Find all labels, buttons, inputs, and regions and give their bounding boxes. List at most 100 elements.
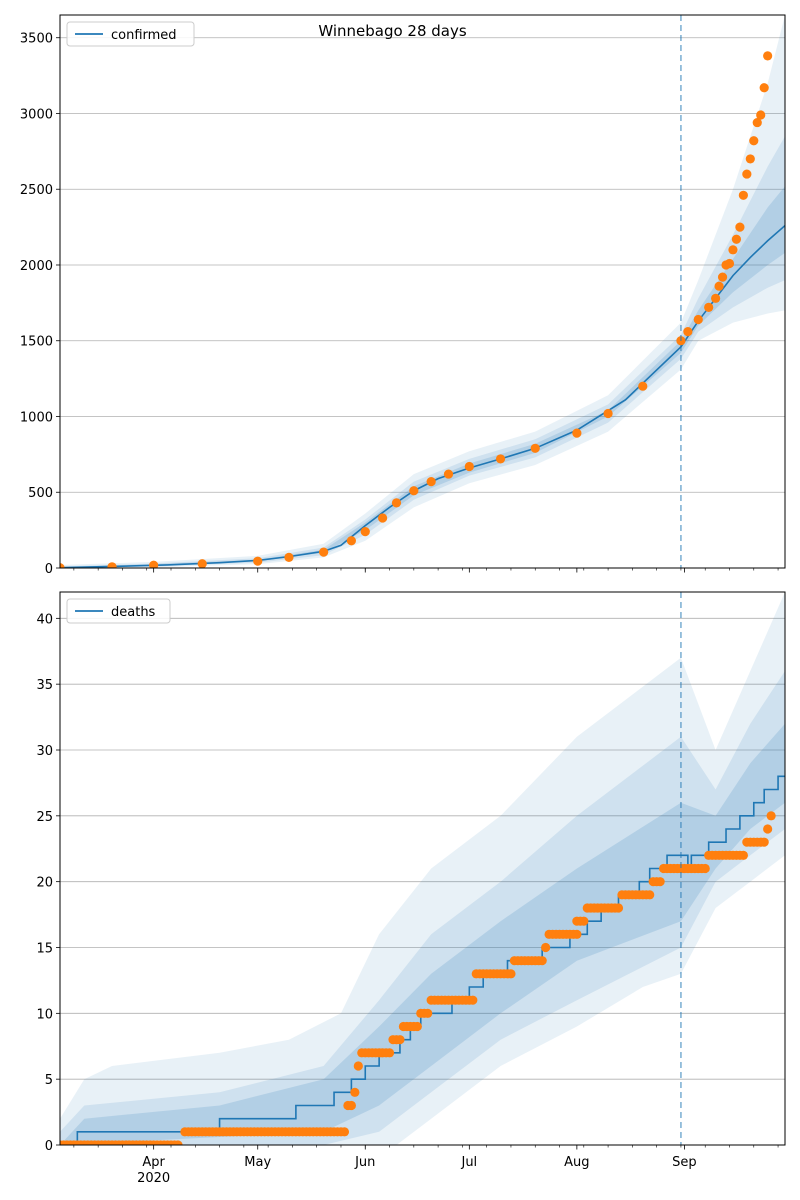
y-tick-label: 30 <box>36 744 53 759</box>
observed-point <box>724 258 735 269</box>
observed-point <box>537 956 547 966</box>
observed-point <box>572 428 582 438</box>
observed-point <box>738 190 748 200</box>
y-tick-label: 35 <box>36 678 53 693</box>
observed-point <box>745 154 755 164</box>
observed-point <box>752 117 762 128</box>
observed-point <box>541 942 551 953</box>
observed-point <box>759 83 769 93</box>
observed-point <box>579 916 589 926</box>
observed-point <box>60 563 65 568</box>
observed-point <box>107 562 117 568</box>
y-tick-label: 1500 <box>20 335 53 350</box>
y-tick-label: 20 <box>36 876 53 891</box>
observed-point <box>409 486 419 496</box>
observed-point <box>468 995 478 1005</box>
observed-point <box>613 903 624 913</box>
x-tick-label: Sep <box>672 1155 697 1170</box>
observed-point <box>346 1100 356 1111</box>
legend-label: deaths <box>111 605 156 620</box>
chart-panel-1: 0 500 1000 1500 2000 2500 3000 3500 Winnebago 28… <box>20 14 786 577</box>
observed-point <box>412 1021 422 1032</box>
plot-area <box>60 592 785 1145</box>
y-tick-label: 15 <box>36 942 53 957</box>
observed-point <box>603 408 613 419</box>
observed-point <box>766 811 776 821</box>
observed-point <box>756 110 766 120</box>
plot-frame <box>59 591 786 1146</box>
y-tick-label: 5 <box>45 1073 53 1088</box>
plot-frame <box>59 14 786 569</box>
observed-point <box>742 169 752 179</box>
y-tick-label: 0 <box>45 562 53 577</box>
legend: deaths <box>66 598 171 624</box>
observed-point <box>339 1127 350 1137</box>
x-tick-label: Jul <box>460 1155 477 1170</box>
chart-panel-2: 0 5 10 15 20 25 30 35 40 Apr May Jun Jul Aug Sep 2020 de… <box>36 591 786 1186</box>
observed-point <box>443 469 454 479</box>
observed-point <box>197 559 207 568</box>
observed-point <box>700 863 710 874</box>
model-line <box>60 775 785 1145</box>
band-outer <box>60 15 785 568</box>
observed-point <box>384 1048 395 1058</box>
observed-point <box>638 381 648 391</box>
y-tick-label: 3500 <box>20 32 53 47</box>
y-tick-label: 0 <box>45 1139 53 1154</box>
observed-point <box>350 1087 360 1097</box>
y-tick-label: 2500 <box>20 183 53 198</box>
x-tick-label: May <box>244 1155 271 1170</box>
observed-point <box>319 547 329 557</box>
observed-point <box>683 327 693 337</box>
observed-point <box>735 222 745 232</box>
observed-point <box>728 245 738 255</box>
observed-point <box>572 929 582 939</box>
observed-point <box>704 302 714 313</box>
observed-point <box>506 969 516 979</box>
y-tick-label: 10 <box>36 1007 53 1022</box>
y-tick-label: 3000 <box>20 107 53 122</box>
y-tick-label: 25 <box>36 810 53 825</box>
legend-box <box>66 21 195 47</box>
x-year-label: 2020 <box>137 1171 170 1186</box>
x-tick-label: Aug <box>564 1155 589 1170</box>
legend-box <box>66 598 171 624</box>
x-tick-label: Jun <box>354 1155 375 1170</box>
observed-point <box>763 824 773 834</box>
legend-label: confirmed <box>111 28 177 43</box>
observed-point <box>738 850 748 860</box>
observed-point <box>378 513 388 523</box>
band-inner <box>60 186 785 568</box>
model-line <box>60 224 785 568</box>
observed-point <box>395 1035 405 1045</box>
band-outer <box>60 592 785 1145</box>
y-tick-label: 500 <box>28 486 53 501</box>
y-tick-label: 1000 <box>20 410 53 425</box>
observed-point <box>749 136 759 146</box>
observed-point <box>717 272 728 282</box>
observed-point <box>464 461 474 472</box>
observed-point <box>495 454 506 464</box>
observed-point <box>360 527 370 537</box>
band-inner <box>60 723 785 1145</box>
observed-point <box>353 1061 363 1071</box>
observed-point <box>711 293 721 303</box>
observed-point <box>173 1140 183 1145</box>
observed-point <box>655 877 665 887</box>
observed-point <box>149 560 159 568</box>
x-tick-label: Apr <box>142 1155 165 1170</box>
observed-point <box>391 498 402 508</box>
band-mid <box>60 136 785 568</box>
observed-point <box>253 556 263 566</box>
observed-point <box>346 536 356 546</box>
y-tick-label: 40 <box>36 612 53 627</box>
observed-point <box>426 477 436 487</box>
band-mid <box>60 671 785 1145</box>
chart-title: Winnebago 28 days <box>318 22 467 40</box>
observed-point <box>423 1008 433 1018</box>
y-tick-label: 2000 <box>20 259 53 274</box>
observed-point <box>530 443 540 453</box>
observed-point <box>714 281 724 291</box>
observed-point <box>731 234 742 244</box>
